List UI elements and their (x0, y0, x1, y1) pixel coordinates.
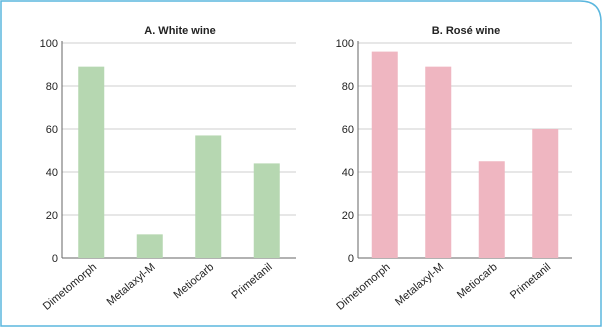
x-tick-label-white-wine: Metiocarb (171, 261, 216, 301)
y-tick-label-white-wine: 80 (46, 81, 58, 93)
y-tick-label-rose-wine: 20 (342, 210, 354, 222)
bar-white-wine-dimetomorph (78, 66, 105, 259)
chart-rose-wine: B. Rosé wine 0 20 40 60 80 100 Dimetomorph Meta… (334, 25, 572, 313)
x-tick-label-rose-wine: Metiocarb (455, 261, 500, 301)
x-tick-label-white-wine: Metalaxyl-M (105, 261, 158, 308)
y-tick-label-rose-wine: 100 (336, 38, 354, 50)
y-tick-label-rose-wine: 0 (348, 253, 354, 265)
bar-white-wine-primetanil (253, 163, 280, 258)
y-tick-label-white-wine: 100 (40, 38, 58, 50)
y-tick-label-white-wine: 20 (46, 210, 58, 222)
y-tick-label-white-wine: 0 (52, 253, 58, 265)
y-tick-label-rose-wine: 60 (342, 124, 354, 136)
bar-white-wine-metiocarb (195, 135, 222, 258)
chart-title-rose-wine: B. Rosé wine (432, 25, 500, 37)
chart-title-white-wine: A. White wine (144, 25, 216, 37)
bar-rose-wine-metalaxyl-m (425, 66, 452, 259)
x-tick-label-white-wine: Dimetomorph (41, 261, 99, 313)
bar-rose-wine-metiocarb (478, 161, 505, 258)
bar-rose-wine-primetanil (532, 129, 559, 258)
y-tick-label-white-wine: 40 (46, 167, 58, 179)
x-tick-label-rose-wine: Metalaxyl-M (393, 261, 446, 308)
bar-rose-wine-dimetomorph (371, 51, 398, 258)
y-tick-label-rose-wine: 40 (342, 167, 354, 179)
x-tick-label-rose-wine: Dimetomorph (334, 261, 392, 313)
x-tick-label-rose-wine: Primetanil (508, 261, 553, 302)
y-tick-label-rose-wine: 80 (342, 81, 354, 93)
x-tick-label-white-wine: Primetanil (230, 261, 275, 302)
bar-white-wine-metalaxyl-m (136, 234, 163, 258)
y-tick-label-white-wine: 60 (46, 124, 58, 136)
